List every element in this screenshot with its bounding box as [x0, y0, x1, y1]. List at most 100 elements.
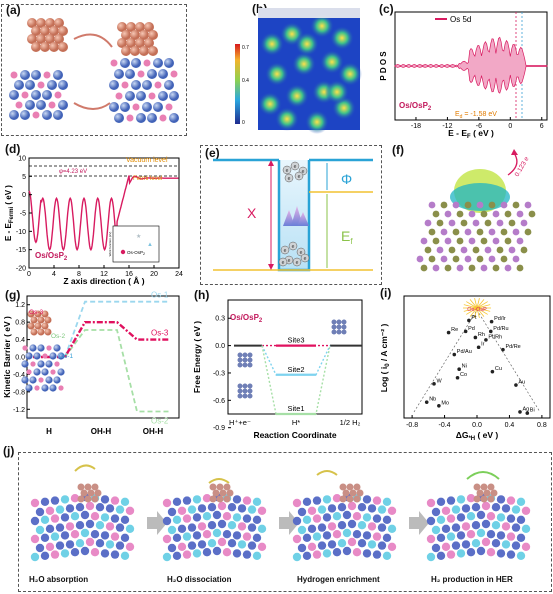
- point-Cu: [490, 369, 495, 374]
- osp-atom: [42, 110, 52, 120]
- p-atom: [30, 361, 36, 367]
- slab-atom: [227, 521, 237, 530]
- slab-atom: [70, 530, 80, 539]
- y-tick-label: 0.0: [215, 343, 225, 350]
- slab-atom: [192, 549, 202, 558]
- panel-e-label: (e): [205, 146, 220, 160]
- slab-atom: [222, 548, 232, 557]
- osp-atom: [14, 80, 24, 90]
- structure-atom: [247, 362, 253, 368]
- os-atom: [452, 201, 460, 209]
- p-atom: [452, 228, 460, 236]
- slab-atom: [110, 550, 120, 559]
- point-Re: [446, 330, 451, 335]
- x-axis-label: Z axis direction ( Å ): [63, 276, 144, 286]
- osp-atom: [120, 102, 130, 112]
- panel-g-label: (g): [5, 288, 21, 302]
- structure-atom: [247, 393, 253, 399]
- slab-atom: [252, 551, 262, 560]
- slab-atom: [357, 503, 367, 512]
- slab-atom: [332, 512, 342, 521]
- p-atom: [148, 92, 156, 100]
- osp-atom: [45, 360, 53, 368]
- slab-atom: [227, 503, 237, 512]
- os-atom: [126, 38, 136, 48]
- electron-symbol: e: [282, 260, 285, 266]
- slab-atom: [337, 503, 347, 512]
- site-label: Site2: [287, 365, 304, 374]
- x-category-label: OH-H: [143, 427, 164, 436]
- p-atom: [476, 255, 484, 263]
- panel-h-label: (h): [194, 288, 210, 302]
- density-spot: [260, 32, 284, 56]
- slab-atom: [50, 514, 60, 523]
- slab-atom: [232, 495, 242, 504]
- slab-atom: [511, 541, 521, 550]
- slab-atom: [172, 533, 182, 542]
- slab-atom: [332, 530, 342, 539]
- os-atom: [58, 26, 68, 36]
- sample-label: Os/OsP2: [230, 313, 263, 324]
- slab-atom: [172, 515, 182, 524]
- series-label-Os-2: Os-2: [151, 416, 169, 425]
- electron-symbol: e: [288, 176, 291, 182]
- os-atom: [45, 18, 55, 28]
- slab-atom: [100, 531, 110, 540]
- osp-atom: [58, 100, 68, 110]
- slab-atom: [110, 514, 120, 523]
- osp-atom: [147, 69, 157, 79]
- slab-atom: [441, 524, 451, 533]
- os-atom: [117, 22, 127, 32]
- os-atom: [40, 42, 50, 52]
- os-atom: [130, 30, 140, 40]
- osp-atom: [164, 58, 174, 68]
- point-label-Co: Co: [460, 372, 467, 378]
- os-atom: [216, 483, 224, 491]
- os-atom: [54, 34, 64, 44]
- osp-atom: [47, 80, 57, 90]
- os-atom: [464, 228, 472, 236]
- osp-atom: [142, 80, 152, 90]
- osp-atom: [33, 368, 41, 376]
- x-tick-label: -6: [476, 123, 482, 130]
- slab-atom: [30, 552, 40, 562]
- slab-atom: [40, 533, 50, 542]
- os-atom: [87, 489, 95, 497]
- slab-atom: [65, 540, 75, 549]
- osp-atom: [120, 58, 130, 68]
- p-atom: [15, 101, 23, 109]
- slab-atom: [342, 528, 352, 538]
- slab-atom: [227, 539, 237, 548]
- os-cluster: [27, 18, 68, 52]
- slab-atom: [466, 512, 476, 521]
- point-label-Nb: Nb: [429, 397, 436, 403]
- os-atom: [487, 495, 495, 503]
- p-atom: [115, 92, 123, 100]
- y-tick-label: -0.3: [213, 370, 225, 377]
- point-Rh: [473, 335, 478, 340]
- structure-atom: [237, 357, 243, 363]
- slab-atom: [387, 524, 397, 533]
- p-atom: [170, 70, 178, 78]
- slab-atom: [55, 505, 65, 514]
- colorbar-mid: 0.4: [242, 78, 249, 84]
- os-atom: [30, 316, 38, 324]
- osp-atom: [42, 90, 52, 100]
- p-atom: [424, 246, 432, 254]
- osp-atom: [21, 376, 29, 384]
- burst-ray: [466, 307, 478, 315]
- electron: [296, 247, 306, 257]
- point-label-Ir: Ir: [481, 342, 485, 348]
- slab-atom: [65, 504, 75, 513]
- y-axis-label: Kinetic Barrier ( eV ): [2, 316, 12, 398]
- electron-symbol: e: [304, 256, 307, 262]
- slab-atom: [342, 510, 352, 520]
- osp-atom: [131, 58, 141, 68]
- phi-value: φ=4.23 eV: [59, 169, 87, 175]
- osp-atom: [9, 110, 19, 120]
- slab-atom: [162, 498, 172, 508]
- colorbar-max: 0.7: [242, 45, 249, 51]
- slab-atom: [461, 540, 471, 549]
- burst-ray: [476, 307, 488, 315]
- slab-atom: [105, 540, 115, 549]
